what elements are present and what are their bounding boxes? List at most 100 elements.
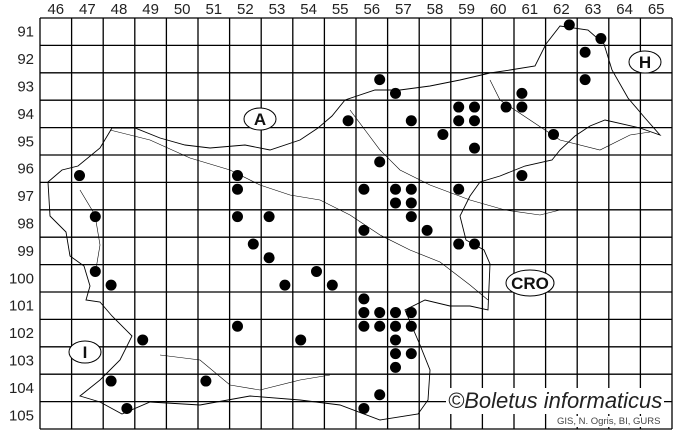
occurrence-dot xyxy=(89,265,101,277)
occurrence-dot xyxy=(200,375,212,387)
occurrence-dot xyxy=(405,320,417,332)
occurrence-dot xyxy=(405,115,417,127)
region-italy: I xyxy=(68,340,102,364)
column-label: 54 xyxy=(300,1,317,18)
river xyxy=(159,354,331,391)
occurrence-dot xyxy=(453,101,465,113)
grid xyxy=(39,17,673,430)
occurrence-dot xyxy=(89,211,101,223)
occurrence-dot xyxy=(516,87,528,99)
row-label: 96 xyxy=(17,161,34,178)
occurrence-dot xyxy=(500,101,512,113)
river xyxy=(349,109,561,216)
occurrence-dot xyxy=(105,375,117,387)
column-label: 57 xyxy=(395,1,412,18)
occurrence-dot xyxy=(390,334,401,346)
occurrence-dot xyxy=(358,320,370,332)
occurrence-dot xyxy=(469,101,480,113)
occurrence-dot xyxy=(358,307,370,319)
border-line xyxy=(47,25,662,421)
occurrence-dot xyxy=(358,402,370,414)
row-label: 94 xyxy=(17,106,34,123)
occurrence-dot xyxy=(390,307,401,319)
river xyxy=(109,129,489,301)
occurrence-dot xyxy=(358,183,370,195)
occurrence-dot xyxy=(342,115,354,127)
row-label: 104 xyxy=(9,380,34,397)
column-label: 46 xyxy=(47,1,64,18)
column-label: 64 xyxy=(616,1,633,18)
copyright-text: ©Boletus informaticus xyxy=(446,388,665,414)
column-label: 63 xyxy=(585,1,602,18)
occurrence-dot xyxy=(390,87,401,99)
occurrence-dot xyxy=(390,320,401,332)
occurrence-dot xyxy=(405,348,417,360)
row-label: 92 xyxy=(17,51,34,68)
occurrence-dot xyxy=(421,224,433,236)
occurrence-dot xyxy=(279,279,291,291)
row-label: 95 xyxy=(17,133,34,150)
occurrence-dots xyxy=(74,19,607,414)
column-label: 48 xyxy=(111,1,128,18)
region-austria: A xyxy=(243,107,277,131)
column-label: 49 xyxy=(142,1,159,18)
occurrence-dot xyxy=(437,128,449,140)
row-label: 97 xyxy=(17,188,34,205)
occurrence-dot xyxy=(232,211,243,223)
column-label: 65 xyxy=(648,1,665,18)
row-label: 102 xyxy=(9,325,34,342)
occurrence-dot xyxy=(121,402,133,414)
occurrence-dot xyxy=(595,33,607,45)
region-labels: A H CRO I xyxy=(68,50,662,364)
river xyxy=(79,189,101,276)
occurrence-dot xyxy=(405,183,417,195)
column-label: 51 xyxy=(205,1,222,18)
row-label: 99 xyxy=(17,243,34,260)
occurrence-dot xyxy=(74,170,85,182)
occurrence-dot xyxy=(358,224,370,236)
occurrence-dot xyxy=(516,101,528,113)
occurrence-dot xyxy=(374,389,386,401)
occurrence-dot xyxy=(374,320,386,332)
column-label: 58 xyxy=(427,1,444,18)
column-label: 62 xyxy=(553,1,570,18)
occurrence-dot xyxy=(247,238,259,250)
column-label: 56 xyxy=(363,1,380,18)
occurrence-dot xyxy=(311,265,322,277)
region-label: CRO xyxy=(511,274,549,293)
occurrence-dot xyxy=(374,156,386,168)
column-label: 59 xyxy=(458,1,475,18)
column-label: 50 xyxy=(174,1,191,18)
credit-text: GIS, N. Ogris, BI, GURS xyxy=(555,416,663,427)
occurrence-dot xyxy=(295,334,307,346)
occurrence-dot xyxy=(579,46,591,58)
column-label: 53 xyxy=(269,1,286,18)
occurrence-dot xyxy=(326,279,338,291)
row-label: 103 xyxy=(9,353,34,370)
occurrence-dot xyxy=(548,128,559,140)
region-label: H xyxy=(639,53,651,72)
row-label: 98 xyxy=(17,216,34,233)
occurrence-dot xyxy=(453,115,465,127)
column-label: 47 xyxy=(79,1,96,18)
row-label: 93 xyxy=(17,79,34,96)
row-label: 105 xyxy=(9,407,34,424)
region-croatia: CRO xyxy=(505,269,555,297)
occurrence-dot xyxy=(232,183,243,195)
occurrence-dot xyxy=(405,307,417,319)
occurrence-dot xyxy=(469,115,480,127)
row-label: 101 xyxy=(9,298,34,315)
occurrence-dot xyxy=(390,348,401,360)
column-label: 61 xyxy=(521,1,538,18)
occurrence-dot xyxy=(232,170,243,182)
occurrence-dot xyxy=(405,197,417,209)
occurrence-dot xyxy=(453,183,465,195)
column-label: 52 xyxy=(237,1,254,18)
region-hungary: H xyxy=(628,50,662,74)
occurrence-dot xyxy=(405,211,417,223)
region-label: I xyxy=(83,343,88,362)
occurrence-dot xyxy=(263,252,275,264)
occurrence-dot xyxy=(374,74,386,86)
